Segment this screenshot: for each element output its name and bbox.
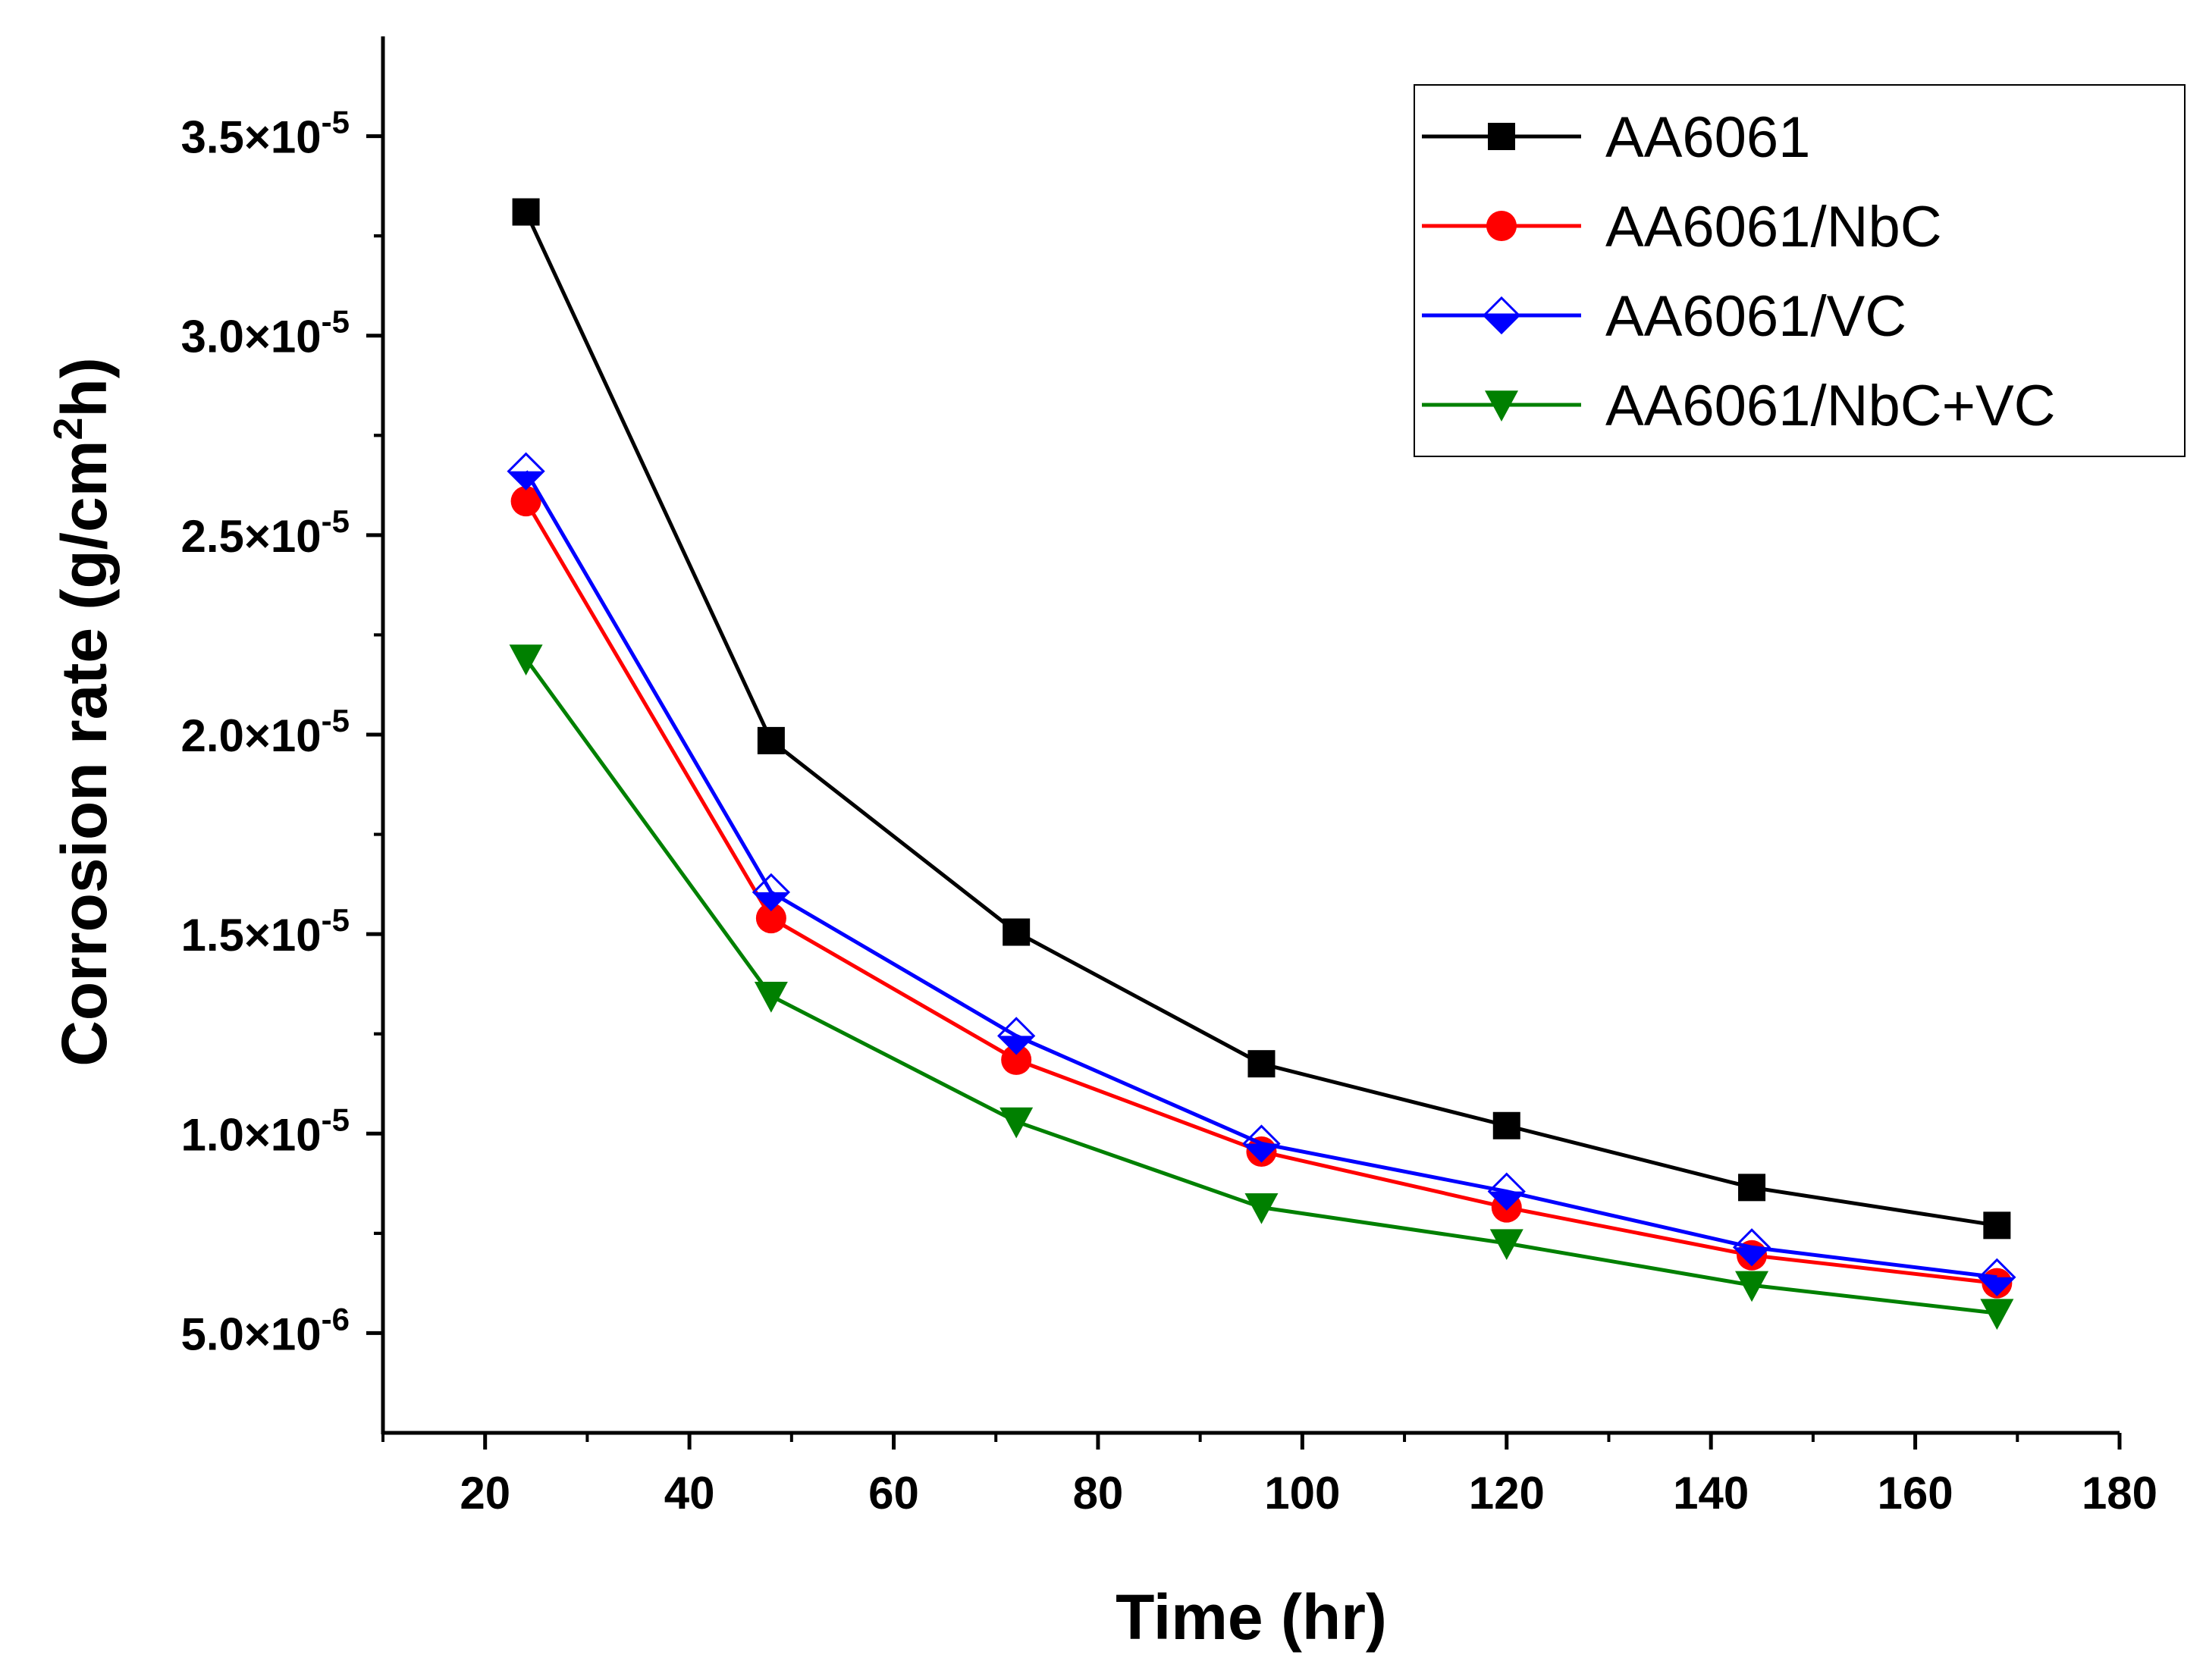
x-tick-label: 180 <box>2082 1468 2157 1519</box>
data-point <box>999 1107 1034 1139</box>
y-axis-title: Corrosion rate (g/cm2h) <box>46 357 120 1066</box>
marker-outline <box>1978 1258 2016 1296</box>
data-point <box>1978 1258 2016 1296</box>
marker-lower-half <box>999 1036 1034 1054</box>
y-axis-title-sup: 2 <box>46 418 91 440</box>
x-tick-label: 140 <box>1673 1468 1749 1519</box>
legend-label: AA6061 <box>1605 105 1810 170</box>
series-aa6061-nbc <box>510 486 2013 1299</box>
marker-lower-half <box>753 892 789 910</box>
legend-label: AA6061/VC <box>1605 284 1906 349</box>
y-tick-label: 3.0×10-5 <box>180 304 350 362</box>
data-point <box>1980 1299 2014 1331</box>
marker-lower-half <box>1734 1247 1770 1265</box>
legend-box <box>1414 84 2186 457</box>
marker-outline <box>1482 296 1521 335</box>
data-point <box>1732 1228 1771 1267</box>
data-point <box>512 198 540 226</box>
data-point <box>1244 1193 1279 1224</box>
data-point <box>754 982 788 1013</box>
data-point <box>1003 918 1031 946</box>
data-point <box>507 452 545 491</box>
legend-entry: AA6061/VC <box>1422 284 1906 349</box>
axes: 20 40 60 80 100 120 140 160 180 5.0×10-6 1.0×10-5 1… <box>180 36 2157 1519</box>
x-tick-label: 60 <box>868 1468 919 1519</box>
y-tick-label: 1.5×10-5 <box>180 902 350 961</box>
x-tick-label: 100 <box>1264 1468 1340 1519</box>
marker-lower-half <box>1489 1191 1524 1209</box>
y-axis-title-main: Corrosion rate (g/cm <box>49 440 120 1067</box>
y-tick-label: 5.0×10-6 <box>180 1301 350 1359</box>
marker-lower-half <box>1484 315 1519 333</box>
legend-marker <box>1485 390 1518 422</box>
data-point <box>752 873 791 912</box>
series-aa6061 <box>512 198 2011 1240</box>
y-tick-label: 2.5×10-5 <box>180 503 350 562</box>
y-tick-label: 2.0×10-5 <box>180 703 350 761</box>
y-axis-title-tail: h) <box>49 357 120 417</box>
y-tick-label: 3.5×10-5 <box>180 105 350 163</box>
series-aa6061-vc <box>507 452 2016 1296</box>
data-point <box>1983 1211 2011 1240</box>
data-point <box>1001 1044 1032 1075</box>
x-tick-label: 120 <box>1469 1468 1545 1519</box>
x-axis-title: Time (hr) <box>1116 1581 1387 1653</box>
marker-outline <box>997 1017 1036 1055</box>
legend-marker <box>1488 123 1515 150</box>
marker-lower-half <box>508 471 544 489</box>
data-point <box>1242 1124 1281 1163</box>
marker-outline <box>1732 1228 1771 1267</box>
series-layer <box>507 198 2016 1331</box>
x-tick-label: 160 <box>1878 1468 1953 1519</box>
marker-outline <box>752 873 791 912</box>
legend-marker <box>1482 296 1521 335</box>
y-tick-label: 1.0×10-5 <box>180 1102 350 1160</box>
series-aa6061-nbc-vc <box>509 644 2014 1331</box>
marker-outline <box>1487 1172 1526 1211</box>
legend-label: AA6061/NbC <box>1605 195 1942 259</box>
data-point <box>510 486 541 517</box>
legend-label: AA6061/NbC+VC <box>1605 374 2056 438</box>
marker-outline <box>507 452 545 491</box>
data-point <box>997 1017 1036 1055</box>
x-tick-label: 20 <box>460 1468 510 1519</box>
marker-outline <box>1242 1124 1281 1163</box>
data-point <box>755 903 786 934</box>
data-point <box>1489 1229 1523 1261</box>
marker-lower-half <box>1244 1143 1279 1161</box>
data-point <box>1247 1050 1276 1078</box>
x-tick-label: 40 <box>664 1468 715 1519</box>
x-tick-label: 80 <box>1073 1468 1124 1519</box>
data-point <box>509 644 543 676</box>
legend-entry: AA6061 <box>1422 105 1810 170</box>
data-point <box>1492 1111 1520 1139</box>
legend-entry: AA6061/NbC <box>1422 195 1942 259</box>
legend-marker <box>1486 211 1517 241</box>
marker-lower-half <box>1979 1277 2015 1295</box>
legend-entry: AA6061/NbC+VC <box>1422 374 2056 438</box>
data-point <box>1487 1172 1526 1211</box>
data-point <box>1738 1174 1766 1202</box>
data-point <box>1735 1271 1769 1302</box>
legend: AA6061 AA6061/NbC AA6061/VC AA6061/NbC+VC <box>1414 84 2186 457</box>
data-point <box>757 726 785 754</box>
